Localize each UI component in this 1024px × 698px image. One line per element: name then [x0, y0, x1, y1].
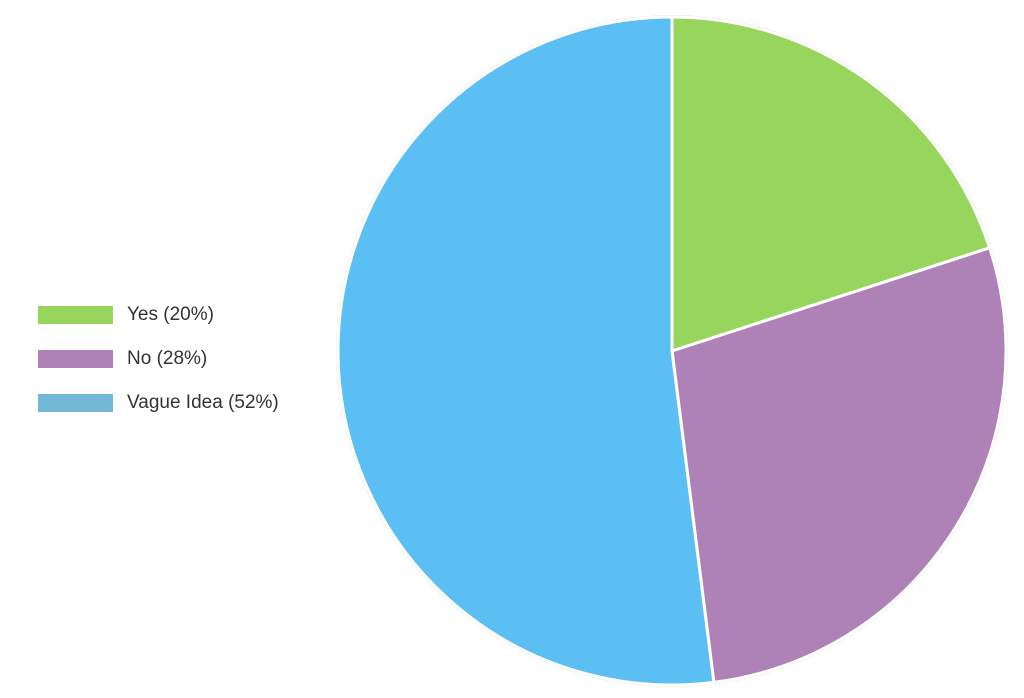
pie-slice-yes: [670, 15, 992, 353]
legend-swatch-vague-idea: [38, 394, 113, 412]
legend-item-vague-idea: Vague Idea (52%): [38, 381, 338, 425]
legend-item-no: No (28%): [38, 337, 338, 381]
legend-swatch-yes: [38, 306, 113, 324]
legend-label-no: No (28%): [127, 348, 208, 369]
pie-slices: [336, 15, 1008, 687]
legend-item-yes: Yes (20%): [38, 293, 338, 337]
legend-swatch-no: [38, 350, 113, 368]
legend: Yes (20%) No (28%) Vague Idea (52%): [38, 293, 338, 425]
pie-slice-no: [670, 246, 1008, 684]
legend-label-vague-idea: Vague Idea (52%): [127, 392, 279, 413]
legend-label-yes: Yes (20%): [127, 304, 214, 325]
pie-slice-vague-idea: [336, 15, 716, 687]
